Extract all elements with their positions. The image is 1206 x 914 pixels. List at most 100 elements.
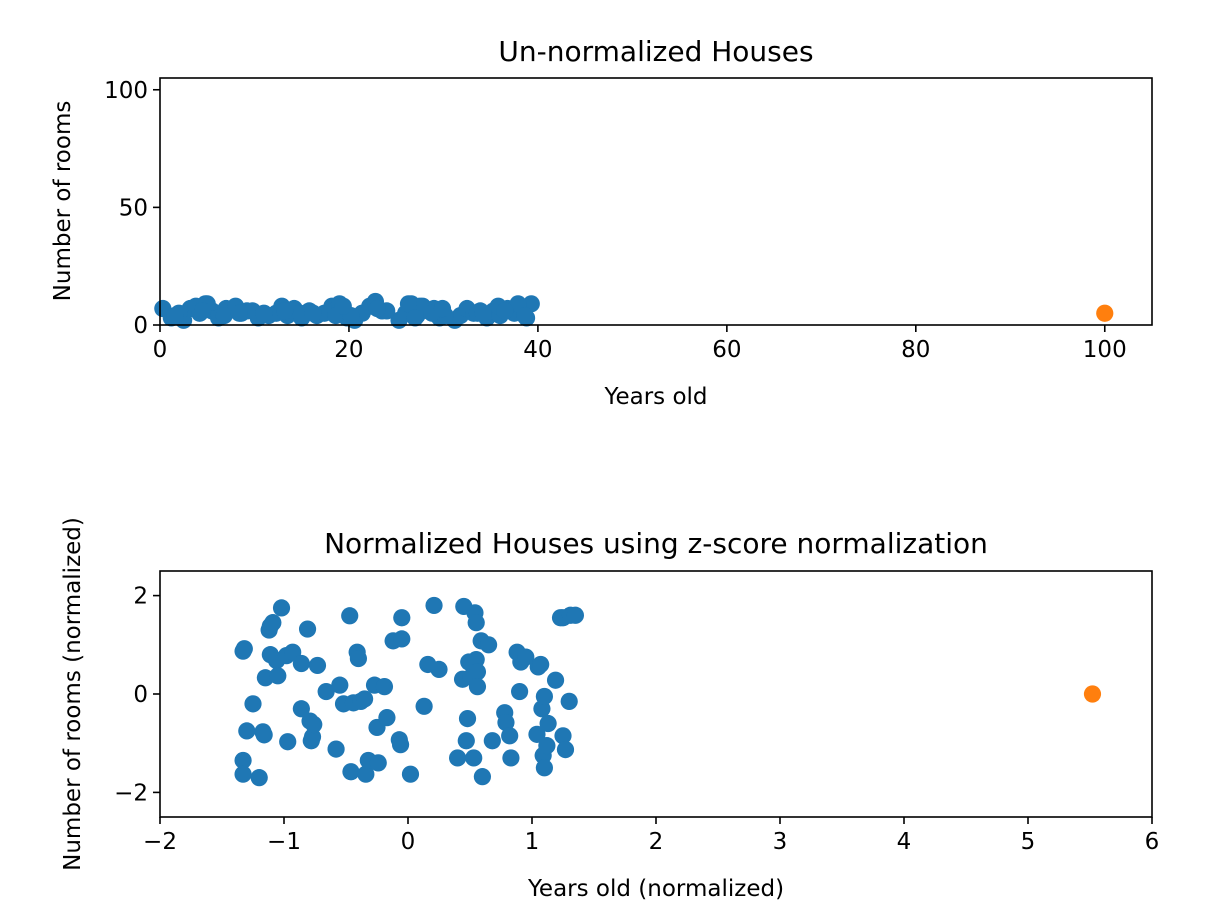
x-tick-label: 1: [525, 829, 540, 855]
data-point: [554, 727, 572, 745]
data-point: [535, 759, 554, 777]
data-point: [415, 697, 433, 715]
data-point: [516, 306, 534, 325]
data-point: [467, 614, 485, 632]
x-tick-label: 100: [1083, 337, 1127, 363]
data-point: [399, 295, 418, 313]
data-point: [391, 736, 410, 754]
data-point: [342, 763, 360, 781]
data-point: [327, 740, 345, 758]
x-tick-label: 40: [523, 337, 552, 363]
x-tick-label: 3: [773, 829, 788, 855]
data-point: [166, 306, 184, 325]
data-point: [308, 656, 327, 675]
y-tick-label: 2: [133, 584, 148, 610]
points-layer: [234, 596, 1102, 787]
data-point: [468, 663, 487, 681]
data-point: [250, 769, 268, 787]
data-point: [430, 660, 448, 679]
data-point: [331, 676, 349, 694]
outlier-point: [1083, 685, 1102, 703]
data-point: [272, 599, 291, 617]
y-axis-label: Number of rooms (normalized): [60, 517, 86, 871]
data-point: [502, 749, 520, 767]
data-point: [517, 648, 535, 666]
plot-frame: [159, 77, 1153, 326]
data-point: [334, 297, 352, 315]
data-point: [532, 655, 550, 674]
data-point: [341, 607, 359, 625]
data-point: [230, 304, 248, 322]
plot-frame: [159, 570, 1153, 818]
data-point: [292, 654, 310, 673]
ticks-layer: 0 20 40 60 80 100 0 50 100: [104, 78, 1127, 363]
x-tick-label: 4: [897, 829, 912, 855]
data-point: [474, 304, 492, 322]
x-tick-label: 0: [401, 829, 416, 855]
y-tick-label: 0: [133, 682, 148, 708]
data-point: [369, 754, 387, 772]
data-point: [305, 715, 323, 734]
points-layer: [154, 292, 1114, 329]
data-point: [528, 725, 546, 743]
data-point: [244, 695, 262, 713]
y-axis-label: Number of rooms: [50, 101, 76, 302]
data-point: [378, 709, 396, 727]
chart-title: Normalized Houses using z-score normaliz…: [324, 527, 988, 560]
data-point: [349, 649, 367, 668]
data-point: [234, 642, 252, 660]
x-axis-label: Years old (normalized): [527, 876, 784, 902]
x-tick-label: 60: [712, 337, 741, 363]
data-point: [538, 737, 556, 755]
data-point: [234, 751, 252, 770]
data-point: [255, 726, 273, 744]
x-tick-label: 20: [334, 337, 363, 363]
data-point: [465, 749, 483, 767]
y-tick-label: 50: [119, 195, 148, 221]
y-tick-label: 0: [133, 313, 148, 339]
data-point: [215, 306, 233, 325]
data-point: [406, 309, 424, 327]
data-point: [497, 713, 515, 732]
data-point: [433, 299, 452, 318]
data-point: [356, 690, 374, 708]
ticks-layer: −2 −1 0 1 2 3 4 5 6 −2 0 2: [114, 584, 1159, 855]
data-point: [546, 671, 565, 689]
data-point: [496, 302, 514, 320]
x-tick-label: −1: [267, 829, 301, 855]
data-point: [535, 687, 554, 706]
data-point: [468, 678, 487, 696]
y-tick-label: 100: [104, 78, 148, 104]
data-point: [539, 714, 557, 733]
data-point: [501, 727, 519, 745]
data-point: [357, 765, 375, 783]
data-point: [255, 304, 273, 322]
data-point: [566, 606, 585, 624]
x-tick-label: 5: [1021, 829, 1036, 855]
data-point: [401, 765, 420, 783]
data-point: [269, 667, 287, 685]
data-point: [473, 768, 491, 786]
x-tick-label: 80: [901, 337, 930, 363]
data-point: [368, 299, 386, 318]
x-tick-label: 6: [1145, 829, 1160, 855]
x-tick-label: 0: [153, 337, 168, 363]
y-tick-label: −2: [114, 780, 148, 806]
data-point: [449, 749, 467, 767]
data-point: [317, 682, 335, 701]
chart-title: Un-normalized Houses: [498, 35, 813, 68]
data-point: [483, 732, 501, 750]
data-point: [375, 678, 394, 696]
top-chart: Un-normalized Houses 0 20 40 60 80 100050100 …: [50, 35, 1153, 410]
outlier-point: [1096, 304, 1114, 322]
data-point: [234, 765, 252, 783]
data-point: [457, 732, 475, 750]
x-tick-label: −2: [143, 829, 177, 855]
data-point: [291, 304, 309, 322]
x-axis-label: Years old: [603, 384, 707, 410]
data-point: [264, 614, 282, 632]
x-tick-label: 2: [649, 829, 664, 855]
data-point: [480, 636, 498, 654]
data-point: [276, 302, 294, 320]
